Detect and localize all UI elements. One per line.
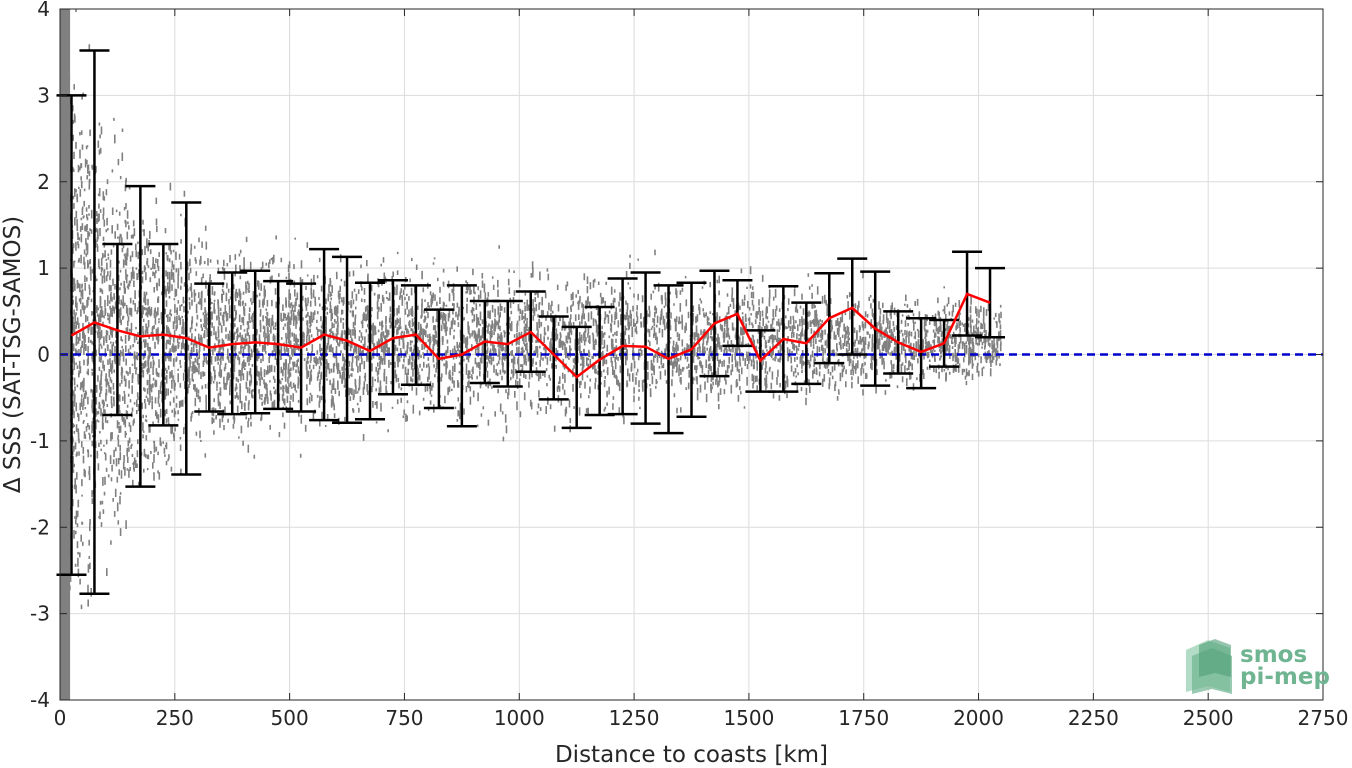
x-tick-label: 0 <box>54 706 67 730</box>
x-tick-label: 1750 <box>838 706 889 730</box>
logo-line2: pi-mep <box>1240 664 1330 690</box>
x-tick-label: 2750 <box>1298 706 1349 730</box>
y-tick-label: 4 <box>37 0 50 21</box>
mean-line-group <box>70 292 991 379</box>
error-bar <box>446 284 477 428</box>
y-tick-label: -2 <box>30 515 50 539</box>
error-bar <box>975 266 1006 339</box>
y-tick-label: -3 <box>30 602 50 626</box>
x-tick-label: 1250 <box>609 706 660 730</box>
y-tick-label: 3 <box>37 83 50 107</box>
y-tick-label: 1 <box>37 256 50 280</box>
error-bar <box>538 315 569 401</box>
x-axis-label: Distance to coasts [km] <box>555 742 828 768</box>
x-tick-label: 2000 <box>953 706 1004 730</box>
y-tick-label: 2 <box>37 170 50 194</box>
x-tick-label: 250 <box>156 706 194 730</box>
scatter-points <box>63 9 1002 646</box>
y-tick-label: -4 <box>30 688 50 712</box>
y-tick-label: 0 <box>37 343 50 367</box>
smos-pi-mep-logo: smos pi-mep <box>1186 639 1330 694</box>
axis-ticks: 0 250 500 750 1000 1250 1500 1750 2000 2250 2500 27… <box>30 0 1348 730</box>
logo-graphic-icon <box>1186 639 1232 694</box>
y-tick-label: -1 <box>30 429 50 453</box>
x-tick-label: 1500 <box>723 706 774 730</box>
x-tick-label: 500 <box>271 706 309 730</box>
logo-line1: smos <box>1240 642 1307 668</box>
y-axis-label: Δ SSS (SAT-TSG-SAMOS) <box>0 216 26 493</box>
mean-line <box>70 292 991 379</box>
x-tick-label: 750 <box>385 706 423 730</box>
error-bar-group <box>56 49 1006 596</box>
x-tick-label: 2250 <box>1068 706 1119 730</box>
x-tick-label: 2500 <box>1183 706 1234 730</box>
x-tick-label: 1000 <box>494 706 545 730</box>
